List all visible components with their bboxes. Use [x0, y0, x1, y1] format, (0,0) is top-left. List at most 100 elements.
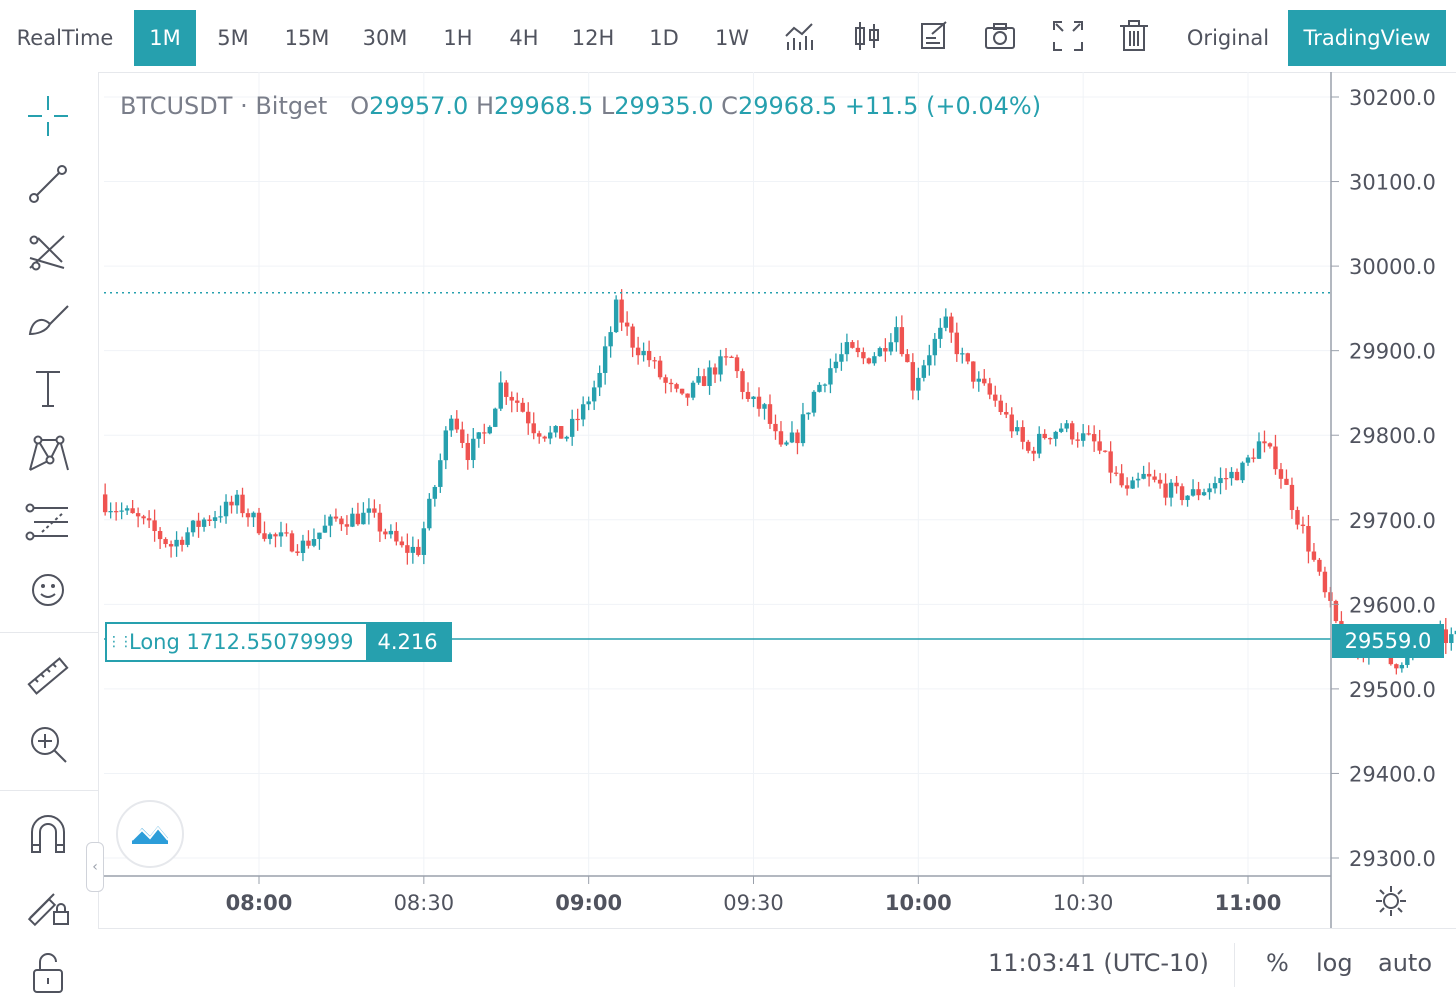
brush-icon[interactable]	[24, 296, 72, 344]
candle-body	[416, 546, 421, 555]
candle-down	[339, 516, 344, 531]
candlestick-series	[102, 289, 1456, 675]
candle-down	[383, 528, 388, 540]
time-tick-label: 11:00	[1215, 891, 1282, 915]
pattern-icon[interactable]	[24, 430, 72, 478]
candle-down	[1004, 402, 1009, 419]
candle-body	[1289, 484, 1295, 511]
fullscreen-icon[interactable]	[1050, 18, 1086, 54]
candle-body	[998, 400, 1003, 413]
collapse-toolbar-button[interactable]: ‹	[86, 842, 104, 892]
camera-icon[interactable]	[982, 18, 1018, 54]
candle-body	[355, 513, 361, 525]
candle-body	[597, 372, 602, 388]
candle-body	[690, 382, 696, 398]
position-quantity[interactable]: 4.216	[365, 624, 450, 660]
emoji-icon[interactable]	[24, 566, 72, 614]
realtime-button[interactable]: RealTime	[16, 26, 114, 50]
candle-body	[152, 520, 157, 532]
candle-up	[350, 507, 355, 528]
candle-down	[240, 487, 245, 518]
close-value: 29968.5	[737, 92, 838, 120]
candle-body	[905, 354, 910, 363]
candle-down	[306, 530, 311, 549]
interval-5m-button[interactable]: 5M	[217, 26, 249, 50]
candle-down	[1031, 446, 1036, 462]
chart-type-icon[interactable]	[850, 18, 886, 54]
candle-up	[311, 528, 317, 548]
candle-body	[965, 353, 970, 362]
magnet-icon[interactable]	[24, 812, 72, 860]
settings-gear-icon[interactable]	[1374, 884, 1408, 918]
candle-body	[482, 432, 487, 434]
crosshair-icon[interactable]	[24, 92, 72, 140]
candle-body	[833, 361, 839, 369]
auto-scale-button[interactable]: auto	[1378, 949, 1433, 977]
text-icon[interactable]	[24, 364, 72, 412]
trash-icon[interactable]	[1116, 18, 1152, 54]
ruler-icon[interactable]	[24, 652, 72, 700]
price-tick-label: 29700.0	[1349, 509, 1436, 533]
candle-body	[1163, 483, 1168, 498]
candle-body	[317, 532, 322, 540]
forecast-icon[interactable]	[24, 498, 72, 546]
candle-down	[855, 340, 861, 358]
candle-up	[1058, 423, 1064, 434]
chart-grid	[104, 72, 1331, 876]
interval-1d-button[interactable]: 1D	[649, 26, 679, 50]
price-axis: 30200.0 30100.0 30000.0 29900.0 29800.0 29700…	[1330, 72, 1436, 928]
candle-up	[553, 425, 558, 438]
candle-down	[179, 536, 185, 552]
candle-body	[1113, 472, 1119, 474]
price-tick-label: 29500.0	[1349, 678, 1436, 702]
log-scale-button[interactable]: log	[1316, 949, 1353, 977]
drag-handle-icon[interactable]: ⋮⋮	[107, 634, 133, 650]
candle-body	[696, 376, 701, 383]
interval-30m-button[interactable]: 30M	[362, 26, 408, 50]
edit-icon[interactable]	[916, 18, 952, 54]
trend-line-icon[interactable]	[24, 160, 72, 208]
candle-up	[800, 402, 806, 447]
candle-up	[388, 524, 394, 539]
interval-1m-button[interactable]: 1M	[134, 10, 196, 66]
unlock-icon[interactable]	[24, 948, 72, 996]
zoom-in-icon[interactable]	[24, 720, 72, 768]
candle-up	[784, 440, 789, 447]
candle-down	[993, 385, 998, 407]
candle-body	[943, 316, 949, 328]
candle-body	[938, 327, 943, 339]
interval-4h-button[interactable]: 4H	[509, 26, 539, 50]
candle-body	[190, 520, 196, 533]
exchange-name: Bitget	[255, 92, 328, 120]
high-value: 29968.5	[494, 92, 594, 120]
candle-body	[949, 316, 954, 333]
indicators-icon[interactable]	[782, 18, 818, 54]
percent-scale-button[interactable]: %	[1266, 949, 1289, 977]
original-view-button[interactable]: Original	[1186, 26, 1270, 50]
candle-up	[427, 493, 432, 531]
candle-body	[1064, 423, 1069, 429]
position-label[interactable]: ⋮⋮ Long 1712.55079999 4.216	[105, 622, 452, 662]
candle-down	[229, 495, 234, 514]
candle-body	[646, 350, 652, 361]
interval-1h-button[interactable]: 1H	[443, 26, 473, 50]
interval-15m-button[interactable]: 15M	[284, 26, 330, 50]
candle-body	[113, 511, 119, 513]
tradingview-view-button[interactable]: TradingView	[1288, 10, 1446, 66]
candle-body	[663, 377, 668, 383]
candle-body	[366, 508, 372, 513]
candle-body	[729, 356, 734, 358]
candle-body	[927, 355, 932, 366]
candle-body	[146, 518, 152, 521]
fib-icon[interactable]	[24, 228, 72, 276]
candle-body	[811, 391, 817, 413]
lock-drawing-icon[interactable]	[24, 880, 72, 928]
interval-12h-button[interactable]: 12H	[571, 26, 615, 50]
interval-1w-button[interactable]: 1W	[714, 26, 750, 50]
candle-body	[135, 513, 141, 517]
candle-body	[1075, 439, 1080, 441]
candle-down	[795, 429, 800, 455]
candle-down	[998, 394, 1003, 415]
candle-down	[1113, 466, 1119, 477]
